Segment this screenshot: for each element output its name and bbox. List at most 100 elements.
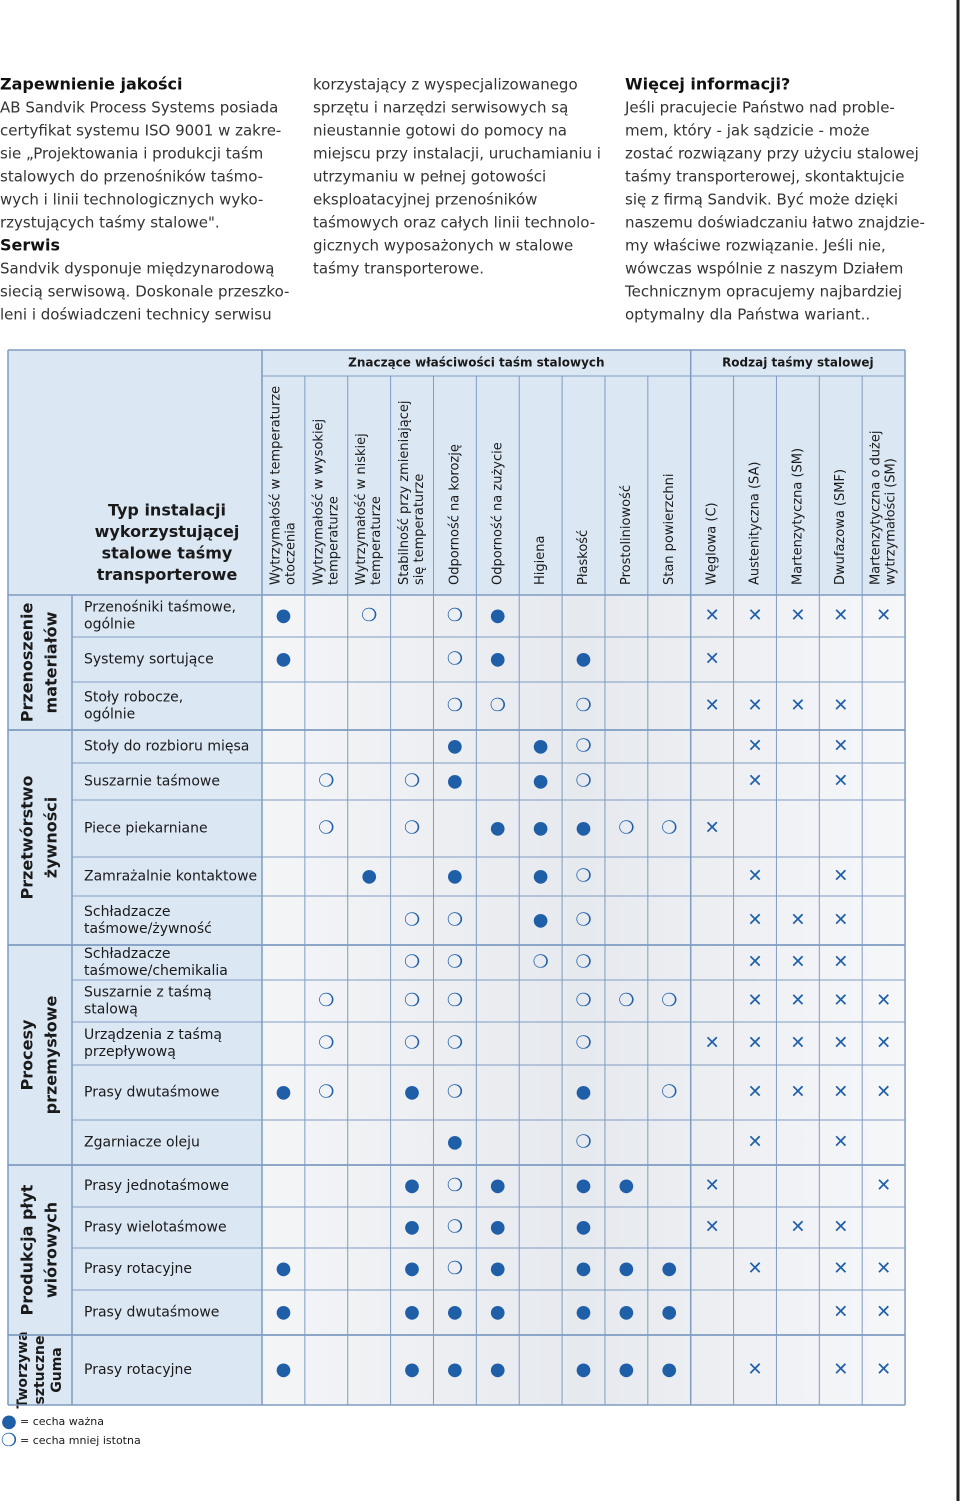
cell-symbol: ✕ <box>747 910 762 931</box>
cell-symbol: ❍ <box>447 695 463 716</box>
cell-symbol: ❍ <box>447 1217 463 1238</box>
cell-symbol: ✕ <box>876 1033 891 1054</box>
cell-symbol: ✕ <box>790 910 805 931</box>
cell-symbol: ✕ <box>747 771 762 792</box>
cell-symbol: ✕ <box>876 990 891 1011</box>
cell-symbol: ● <box>576 1175 592 1196</box>
cell-symbol: ● <box>576 1082 592 1103</box>
group-label: sztuczne <box>32 1335 48 1404</box>
cell-symbol: ● <box>661 1302 677 1323</box>
paragraph-line: leni i doświadczeni technicy serwisu <box>0 306 272 324</box>
cell-symbol: ❍ <box>404 771 420 792</box>
cell-symbol: ● <box>276 1258 292 1279</box>
paragraph-line: nieustannie gotowi do pomocy na <box>313 122 567 140</box>
section-heading: Zapewnienie jakości <box>0 75 182 94</box>
corner-label: transporterowe <box>97 565 238 584</box>
paragraph-line: taśmowych oraz całych linii technolo- <box>313 214 595 232</box>
row-label: Schładzacze <box>84 946 171 962</box>
cell-symbol: ✕ <box>747 952 762 973</box>
column-header: Odporność na zużycie <box>490 442 505 585</box>
row-label: ogólnie <box>84 617 135 633</box>
cell-symbol: ● <box>447 1359 463 1380</box>
cell-symbol: ✕ <box>833 695 848 716</box>
cell-symbol: ● <box>533 736 549 757</box>
cell-symbol: ● <box>276 605 292 626</box>
row-label: Suszarnie taśmowe <box>84 774 220 790</box>
cell-symbol: ✕ <box>833 1302 848 1323</box>
group-label: Procesy <box>18 1019 37 1090</box>
cell-symbol: ❍ <box>404 1033 420 1054</box>
cell-symbol: ✕ <box>876 1175 891 1196</box>
cell-symbol: ● <box>404 1359 420 1380</box>
row-label: Prasy wielotaśmowe <box>84 1220 227 1236</box>
cell-symbol: ❍ <box>447 952 463 973</box>
cell-symbol: ✕ <box>790 1082 805 1103</box>
cell-symbol: ✕ <box>833 1217 848 1238</box>
cell-symbol: ✕ <box>705 818 720 839</box>
cell-symbol: ❍ <box>447 990 463 1011</box>
cell-symbol: ● <box>490 818 506 839</box>
legend-text: = cecha mniej istotna <box>20 1434 141 1447</box>
column-header: Wytrzymałość w wysokiej <box>311 419 326 585</box>
row-label: Prasy dwutaśmowe <box>84 1305 219 1321</box>
row-label: Schładzacze <box>84 904 171 920</box>
paragraph-line: Technicznym opracujemy najbardziej <box>624 283 902 301</box>
cell-symbol: ❍ <box>575 910 591 931</box>
cell-symbol: ❍ <box>575 771 591 792</box>
column-header: temperaturze <box>326 496 341 585</box>
cell-symbol: ● <box>490 1258 506 1279</box>
cell-symbol: ✕ <box>705 695 720 716</box>
cell-symbol: ✕ <box>876 1258 891 1279</box>
cell-symbol: ❍ <box>447 1082 463 1103</box>
legend-symbol: ❍ <box>1 1430 17 1451</box>
section-heading: Serwis <box>0 236 60 255</box>
column-header: otoczenia <box>283 522 298 585</box>
cell-symbol: ❍ <box>318 1082 334 1103</box>
cell-symbol: ● <box>576 1217 592 1238</box>
corner-label: Typ instalacji <box>108 501 226 520</box>
cell-symbol: ✕ <box>790 695 805 716</box>
cell-symbol: ❍ <box>575 736 591 757</box>
cell-symbol: ● <box>276 649 292 670</box>
cell-symbol: ● <box>619 1359 635 1380</box>
group-label: Guma <box>49 1347 65 1393</box>
cell-symbol: ● <box>533 910 549 931</box>
column-header: Odporność na korozję <box>447 444 462 585</box>
cell-symbol: ❍ <box>318 1033 334 1054</box>
cell-symbol: ● <box>576 1302 592 1323</box>
cell-symbol: ✕ <box>833 1082 848 1103</box>
paragraph-line: AB Sandvik Process Systems posiada <box>0 99 278 117</box>
corner-label: stalowe taśmy <box>102 544 233 563</box>
cell-symbol: ❍ <box>404 952 420 973</box>
cell-symbol: ❍ <box>618 818 634 839</box>
cell-symbol: ● <box>576 649 592 670</box>
cell-symbol: ● <box>276 1302 292 1323</box>
cell-symbol: ❍ <box>447 605 463 626</box>
cell-symbol: ❍ <box>447 1175 463 1196</box>
column-header: Martenzytyczna o dużej <box>869 431 884 586</box>
legend-text: = cecha ważna <box>20 1415 104 1428</box>
group-label: Przetwórstwo <box>18 775 37 899</box>
cell-symbol: ● <box>490 649 506 670</box>
cell-symbol: ✕ <box>833 1132 848 1153</box>
paragraph-line: się z firmą Sandvik. Być może dzięki <box>625 191 898 209</box>
cell-symbol: ● <box>276 1082 292 1103</box>
header-panel <box>262 350 905 595</box>
cell-symbol: ● <box>490 1302 506 1323</box>
cell-symbol: ✕ <box>790 1217 805 1238</box>
column-header: się temperaturze <box>412 474 427 585</box>
paragraph-line: mem, który - jak sądzicie - może <box>625 122 870 140</box>
cell-symbol: ● <box>490 1217 506 1238</box>
cell-symbol: ● <box>576 1258 592 1279</box>
group-label: Tworzywa <box>15 1331 31 1408</box>
paragraph-line: naszemu doświadczaniu łatwo znajdzie- <box>625 214 925 232</box>
cell-symbol: ✕ <box>747 695 762 716</box>
group-label: żywności <box>42 797 61 878</box>
cell-symbol: ✕ <box>790 990 805 1011</box>
cell-symbol: ● <box>404 1082 420 1103</box>
row-label: Suszarnie z taśmą <box>84 985 212 1001</box>
cell-symbol: ✕ <box>790 952 805 973</box>
cell-symbol: ✕ <box>747 736 762 757</box>
cell-symbol: ✕ <box>790 1033 805 1054</box>
